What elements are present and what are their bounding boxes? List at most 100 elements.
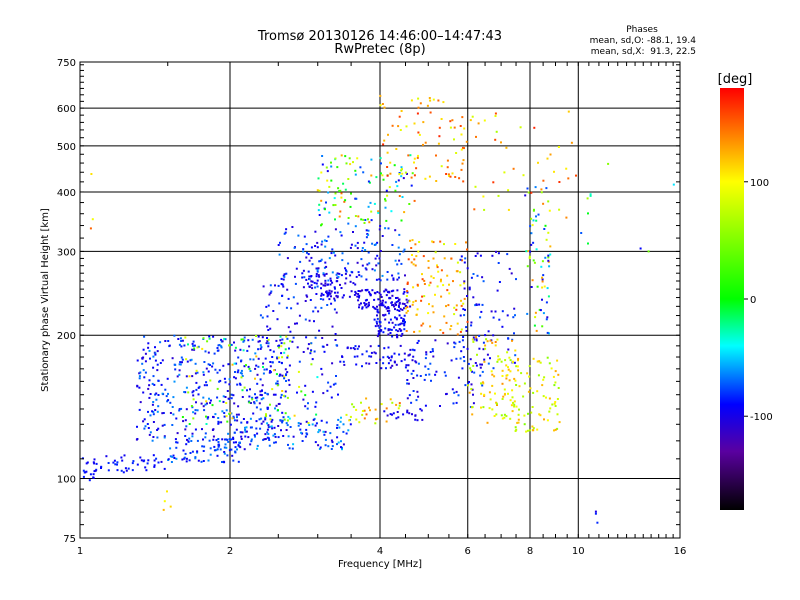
scatter-point	[255, 355, 258, 358]
scatter-point	[175, 417, 178, 420]
scatter-point	[495, 250, 497, 253]
scatter-point	[352, 282, 355, 285]
scatter-point	[360, 275, 363, 278]
scatter-point	[541, 278, 544, 281]
scatter-point	[204, 350, 207, 353]
scatter-point	[343, 200, 346, 203]
scatter-point	[339, 360, 342, 363]
scatter-point	[316, 285, 319, 288]
scatter-point	[327, 191, 330, 194]
scatter-point	[191, 450, 194, 453]
scatter-point	[422, 322, 425, 325]
scatter-point	[254, 377, 256, 380]
scatter-point	[354, 173, 357, 176]
scatter-point	[424, 365, 427, 368]
scatter-point	[493, 415, 496, 417]
scatter-point	[587, 242, 589, 245]
scatter-point	[517, 421, 520, 424]
scatter-point	[368, 221, 371, 224]
scatter-point	[365, 306, 368, 309]
scatter-point	[356, 295, 359, 298]
scatter-point	[93, 462, 96, 465]
scatter-point	[271, 427, 274, 430]
chart-title: Tromsø 20130126 14:46:00–14:47:43	[257, 29, 502, 44]
scatter-point	[229, 412, 232, 415]
scatter-point	[416, 156, 419, 159]
scatter-point	[507, 368, 510, 371]
scatter-point	[205, 423, 208, 425]
scatter-point	[283, 375, 286, 378]
scatter-point	[221, 461, 223, 463]
scatter-point	[363, 302, 366, 304]
scatter-point	[397, 304, 400, 307]
scatter-point	[307, 253, 310, 256]
scatter-point	[201, 428, 203, 431]
scatter-point	[379, 250, 382, 252]
scatter-point	[391, 364, 394, 367]
scatter-point	[85, 462, 88, 465]
scatter-point	[442, 284, 445, 287]
scatter-point	[355, 418, 358, 421]
scatter-point	[360, 218, 363, 221]
scatter-point	[465, 241, 467, 244]
scatter-point	[194, 372, 197, 375]
scatter-point	[349, 423, 352, 426]
scatter-point	[506, 314, 509, 317]
scatter-point	[547, 254, 550, 257]
scatter-point	[302, 250, 305, 253]
scatter-point	[178, 373, 181, 376]
scatter-point	[367, 180, 370, 183]
scatter-point	[232, 438, 235, 440]
scatter-point	[217, 438, 220, 440]
scatter-point	[203, 361, 206, 363]
scatter-point	[184, 435, 187, 437]
scatter-point	[321, 240, 324, 243]
scatter-point	[339, 283, 341, 286]
scatter-point	[344, 188, 347, 191]
scatter-point	[195, 381, 198, 384]
scatter-point	[244, 428, 247, 431]
scatter-point	[419, 375, 422, 377]
scatter-point	[446, 166, 449, 169]
scatter-point	[385, 307, 388, 310]
scatter-point	[539, 414, 542, 417]
scatter-point	[327, 445, 330, 448]
scatter-point	[175, 446, 178, 449]
scatter-point	[202, 450, 205, 452]
scatter-point	[356, 241, 359, 244]
scatter-point	[384, 206, 387, 209]
scatter-point	[402, 322, 405, 325]
scatter-point	[256, 444, 259, 447]
scatter-point	[156, 363, 159, 366]
scatter-point	[189, 359, 192, 362]
scatter-point	[164, 388, 167, 391]
scatter-point	[277, 244, 280, 246]
scatter-point	[288, 417, 291, 420]
scatter-point	[232, 436, 235, 439]
scatter-point	[248, 395, 251, 398]
scatter-point	[189, 452, 192, 454]
scatter-point	[254, 396, 257, 399]
scatter-point	[390, 290, 393, 293]
scatter-point	[221, 438, 224, 441]
scatter-point	[411, 303, 414, 306]
scatter-point	[446, 159, 449, 162]
scatter-point	[192, 394, 195, 397]
scatter-point	[167, 458, 170, 461]
scatter-point	[330, 396, 333, 399]
scatter-point	[179, 363, 182, 366]
scatter-point	[340, 274, 343, 277]
scatter-point	[554, 381, 557, 384]
scatter-point	[287, 326, 290, 329]
scatter-point	[372, 305, 375, 308]
scatter-point	[155, 392, 158, 395]
scatter-point	[502, 395, 505, 398]
scatter-point	[369, 293, 372, 296]
scatter-point	[261, 316, 264, 319]
scatter-point	[330, 279, 332, 282]
scatter-point	[507, 366, 509, 369]
scatter-point	[482, 341, 485, 344]
scatter-point	[89, 227, 92, 230]
scatter-point	[394, 259, 397, 262]
x-tick-label: 8	[527, 546, 533, 557]
